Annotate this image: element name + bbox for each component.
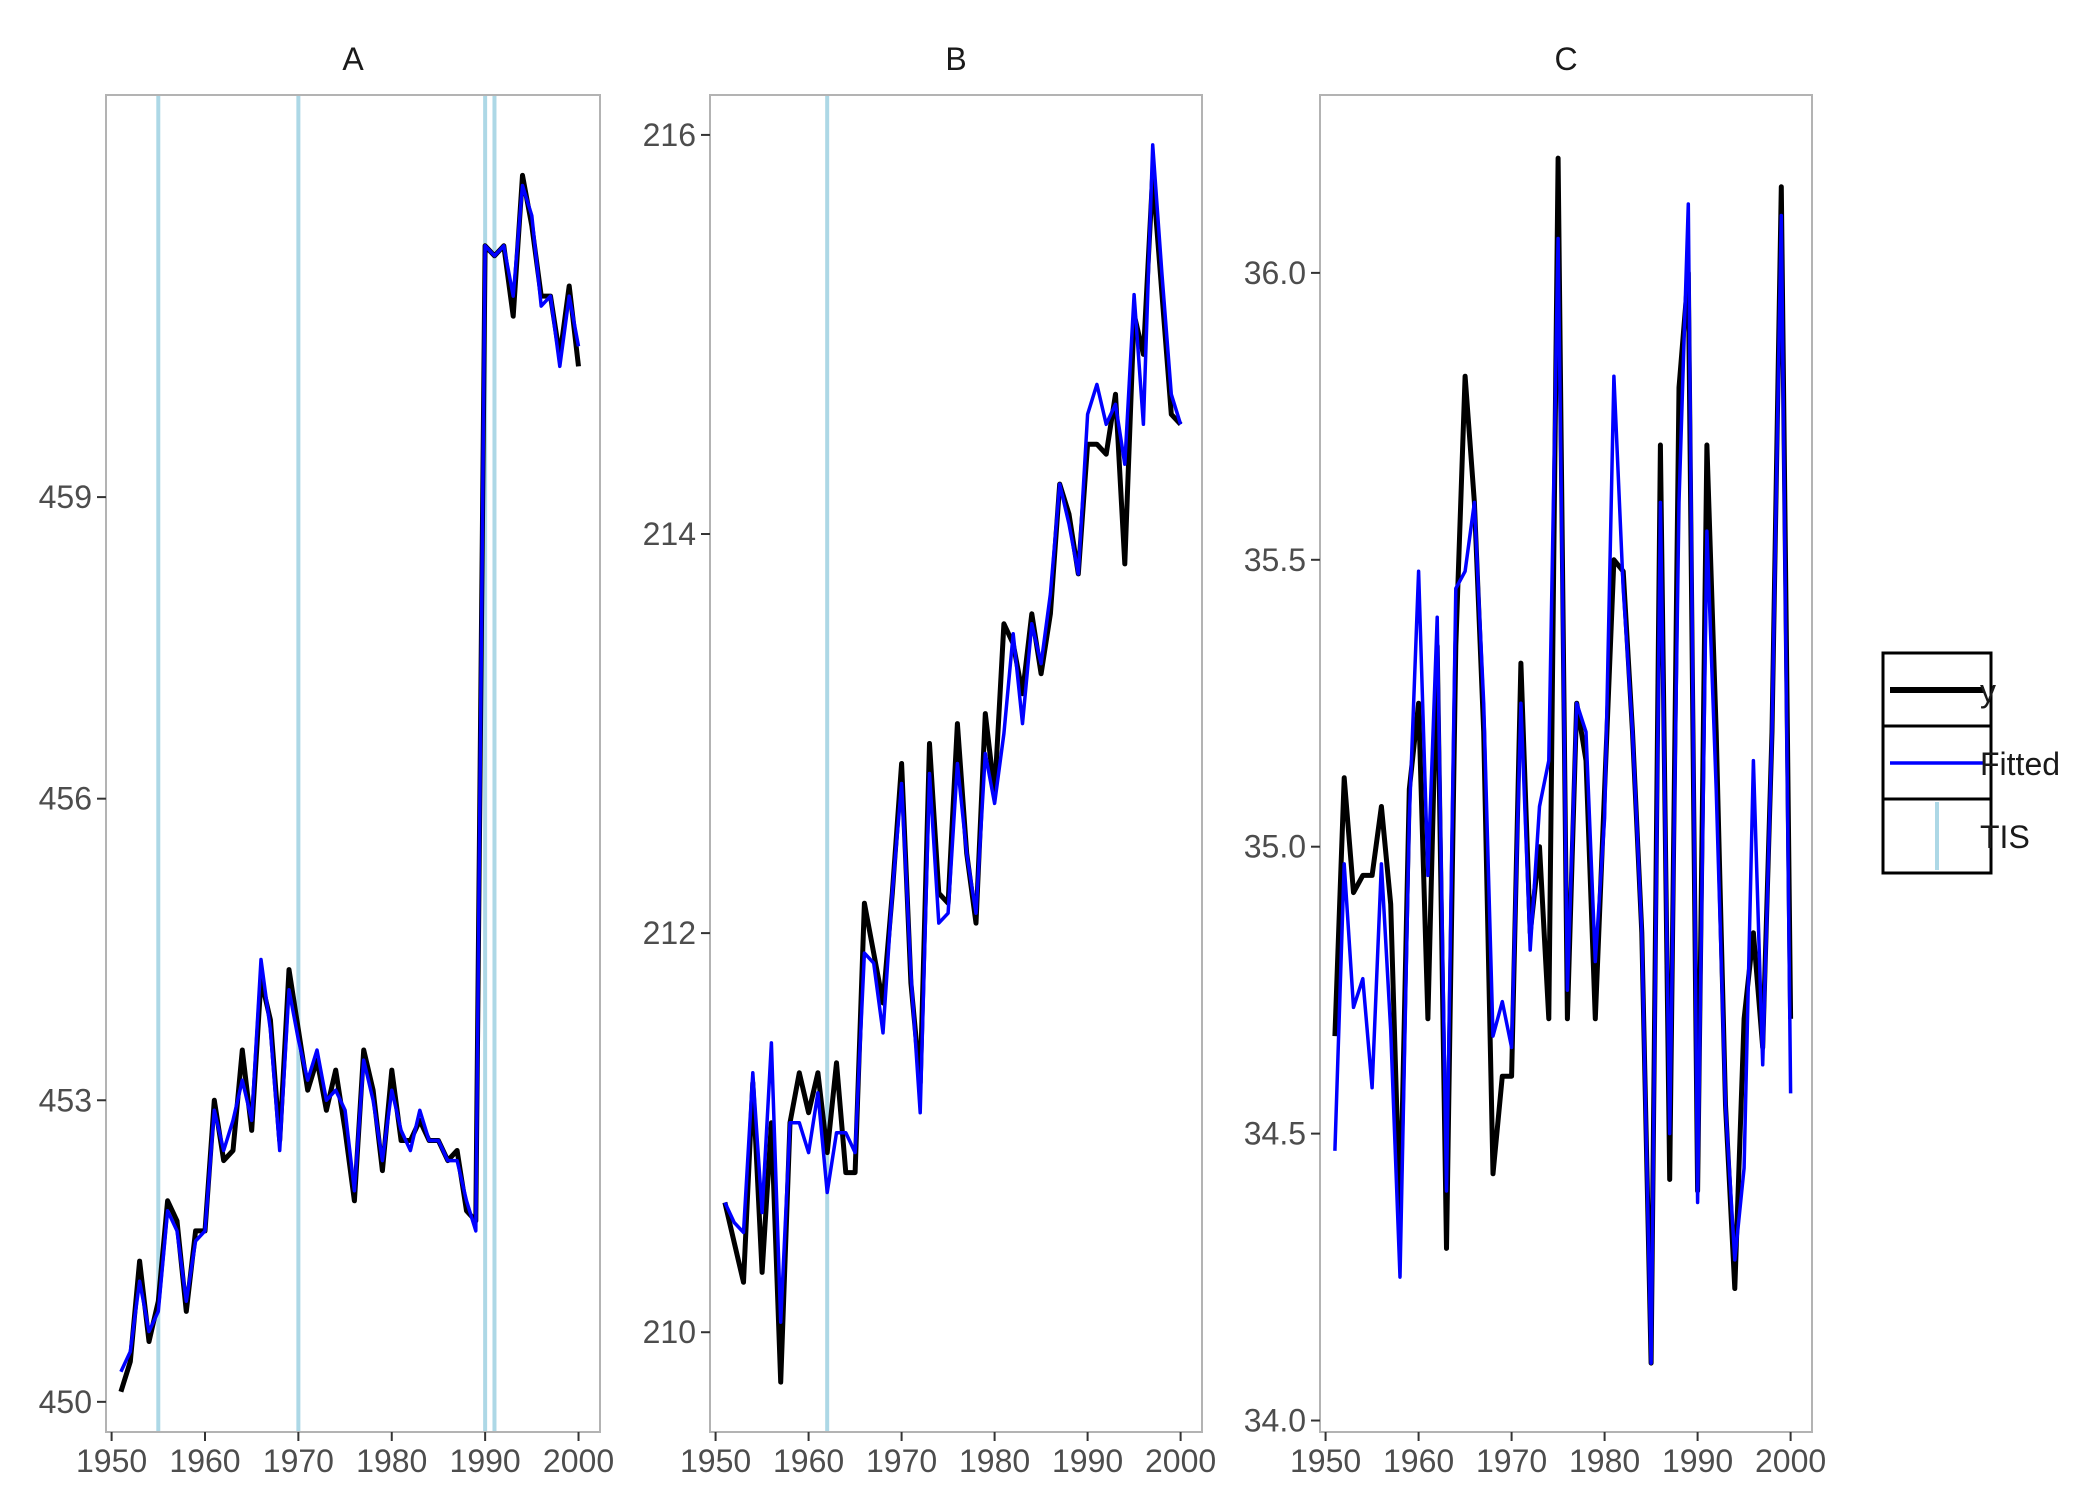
panel-a: A 450 453 456 459 1950 1960 1970 1980 1990 2000	[39, 41, 615, 1479]
x-tick-label: 1980	[959, 1443, 1030, 1479]
panel-border	[1319, 94, 1813, 1433]
x-tick-label: 1950	[76, 1443, 147, 1479]
panel-b: B 210 212 214 216 1950 1960 1970 1980 1990 2000	[643, 41, 1217, 1479]
panel-plot-area	[1332, 155, 1794, 1366]
x-tick-label: 1960	[169, 1443, 240, 1479]
x-tick-label: 1990	[1052, 1443, 1123, 1479]
series-fitted-line	[119, 183, 581, 1373]
y-tick-label: 459	[39, 479, 92, 515]
x-tick-label: 2000	[1145, 1443, 1216, 1479]
y-tick-label: 35.0	[1244, 829, 1306, 865]
x-tick-label: 1950	[680, 1443, 751, 1479]
x-tick-label: 1950	[1290, 1443, 1361, 1479]
x-tick-label: 1960	[1383, 1443, 1454, 1479]
x-tick-label: 1990	[1662, 1443, 1733, 1479]
y-tick-label: 216	[643, 117, 696, 153]
y-tick-label: 35.5	[1244, 542, 1306, 578]
x-tick-label: 1980	[1569, 1443, 1640, 1479]
x-tick-label: 1990	[450, 1443, 521, 1479]
y-tick-label: 453	[39, 1082, 92, 1118]
legend: y Fitted TIS	[1881, 651, 2060, 875]
y-tick-label: 212	[643, 915, 696, 951]
chart-panels: A 450 453 456 459 1950 1960 1970 1980 1990 2000 B 21…	[39, 41, 1827, 1479]
panel-plot-area	[118, 95, 581, 1432]
y-tick-label: 214	[643, 516, 696, 552]
panel-border	[105, 94, 601, 1433]
y-tick-label: 456	[39, 781, 92, 817]
panel-plot-area	[722, 95, 1183, 1432]
series-fitted-line	[1333, 202, 1793, 1365]
legend-label-tis: TIS	[1980, 819, 2030, 855]
y-tick-label: 34.0	[1244, 1403, 1306, 1439]
series-y-line	[118, 172, 581, 1393]
panel-title: C	[1554, 41, 1577, 77]
y-tick-label: 450	[39, 1384, 92, 1420]
x-tick-label: 1970	[866, 1443, 937, 1479]
y-tick-label: 210	[643, 1314, 696, 1350]
series-y-line	[722, 172, 1183, 1385]
x-tick-label: 2000	[1755, 1443, 1826, 1479]
panel-border	[709, 94, 1203, 1433]
panel-c: C 34.0 34.5 35.0 35.5 36.0 1950 1960 1970 1980 199…	[1244, 41, 1826, 1479]
legend-label-y: y	[1980, 673, 1996, 709]
legend-label-fitted: Fitted	[1980, 746, 2060, 782]
series-fitted-line	[723, 143, 1183, 1324]
x-tick-label: 1970	[1476, 1443, 1547, 1479]
y-tick-label: 36.0	[1244, 255, 1306, 291]
panel-title: A	[342, 41, 364, 77]
y-tick-label: 34.5	[1244, 1116, 1306, 1152]
x-tick-label: 2000	[543, 1443, 614, 1479]
panel-title: B	[945, 41, 966, 77]
x-tick-label: 1980	[356, 1443, 427, 1479]
x-tick-label: 1970	[263, 1443, 334, 1479]
x-tick-label: 1960	[773, 1443, 844, 1479]
